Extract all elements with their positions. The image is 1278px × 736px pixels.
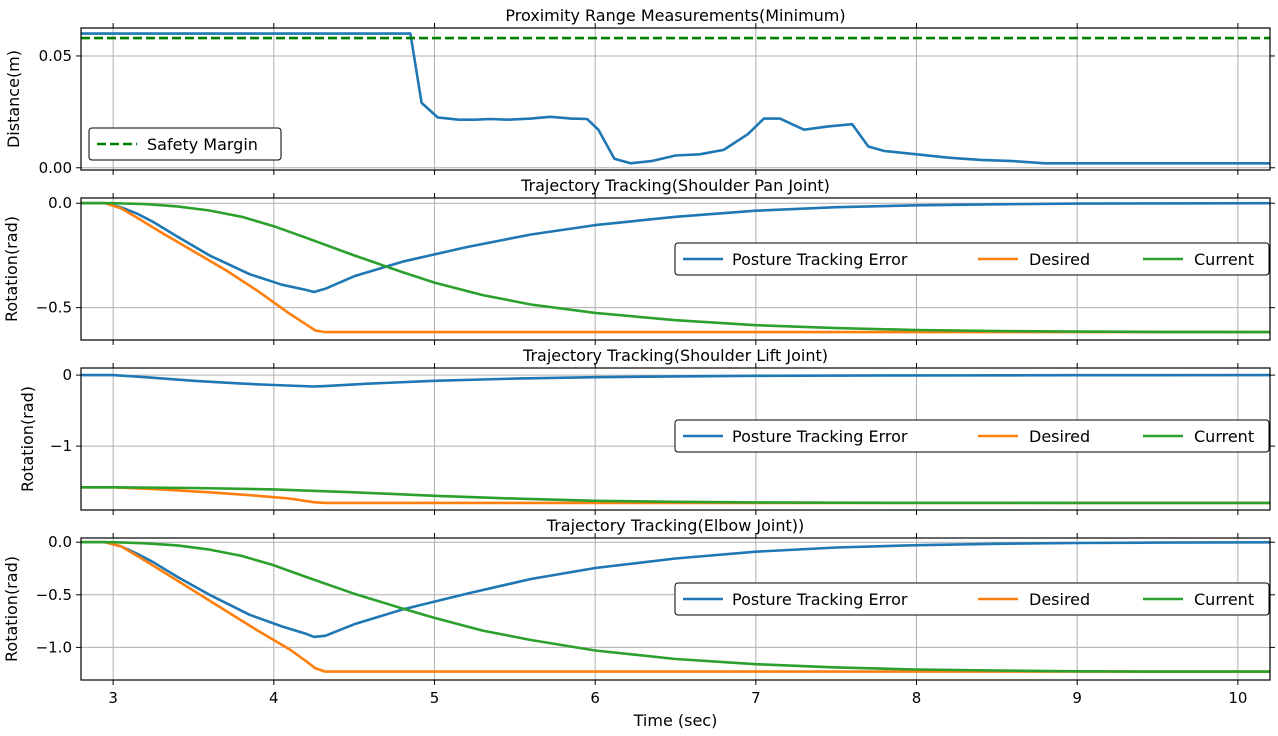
series-line-desired	[81, 201, 1270, 334]
y-tick-label: 0.0	[48, 533, 72, 551]
legend-frame	[674, 419, 1270, 453]
legend: Posture Tracking Error Desired Current	[674, 242, 1270, 276]
series-line-distance	[81, 32, 1270, 165]
series-line-posture-tracking-error	[81, 540, 1270, 639]
legend-label: Desired	[1029, 427, 1090, 446]
y-axis-label: Rotation(rad)	[18, 386, 37, 492]
series-group	[81, 373, 1270, 505]
plot-area: 3 4 5 6 7 8 9 10 0.0 −0.5 −1.0	[36, 533, 1275, 707]
x-tick-label: 6	[590, 689, 600, 707]
legend-frame	[674, 582, 1270, 616]
series-line-desired	[81, 540, 1270, 673]
legend-frame	[674, 242, 1270, 276]
legend-label: Safety Margin	[147, 135, 258, 154]
y-axis-label: Rotation(rad)	[2, 216, 21, 322]
legend-frame	[88, 127, 282, 161]
x-tick-label: 7	[751, 689, 761, 707]
panel-title: Trajectory Tracking(Shoulder Pan Joint)	[520, 176, 830, 195]
legend-label: Posture Tracking Error	[732, 590, 908, 609]
x-tick-label: 8	[912, 689, 922, 707]
legend: Posture Tracking Error Desired Current	[674, 582, 1270, 616]
legend-label: Posture Tracking Error	[732, 427, 908, 446]
series-group	[81, 201, 1270, 334]
series-line-posture-tracking-error	[81, 201, 1270, 294]
x-tick-label: 3	[108, 689, 118, 707]
legend: Posture Tracking Error Desired Current	[674, 419, 1270, 453]
x-tick-label: 5	[430, 689, 440, 707]
legend: Safety Margin	[88, 127, 282, 161]
y-tick-label: 0.05	[39, 47, 72, 65]
y-tick-label: −0.5	[36, 586, 72, 604]
axes-frame	[80, 537, 1271, 681]
axes-frame	[80, 197, 1271, 341]
plot-area: 0.0 −0.5	[36, 193, 1275, 345]
y-tick-label: −1.0	[36, 638, 72, 656]
panel-shoulder-lift: 0 −1 Trajectory Tracking(Shoulder Lift Jo…	[18, 346, 1275, 515]
y-tick-label: −0.5	[36, 299, 72, 317]
axes-frame	[80, 27, 1271, 171]
series-line-current	[81, 485, 1270, 505]
x-tick-label: 4	[269, 689, 279, 707]
y-tick-label: −1	[50, 437, 72, 455]
series-line-current	[81, 540, 1270, 673]
x-tick-label: 10	[1228, 689, 1247, 707]
y-tick-label: 0.0	[48, 194, 72, 212]
y-tick-label: 0	[62, 366, 72, 384]
legend-label: Desired	[1029, 250, 1090, 269]
x-tick-label: 9	[1072, 689, 1082, 707]
series-line-posture-tracking-error	[81, 373, 1270, 388]
series-group	[81, 540, 1270, 673]
y-axis-label: Rotation(rad)	[2, 556, 21, 662]
legend-label: Current	[1194, 427, 1254, 446]
legend-label: Posture Tracking Error	[732, 250, 908, 269]
plot-area: 0.00 0.05	[39, 23, 1275, 177]
legend-label: Current	[1194, 250, 1254, 269]
axes-frame	[80, 367, 1271, 511]
panel-elbow: 3 4 5 6 7 8 9 10 0.0 −0.5 −1.0 Trajectory Tracking…	[2, 516, 1275, 730]
y-axis-label: Distance(m)	[4, 50, 23, 148]
x-axis-label: Time (sec)	[633, 711, 718, 730]
panel-title: Proximity Range Measurements(Minimum)	[505, 6, 845, 25]
panel-shoulder-pan: 0.0 −0.5 Trajectory Tracking(Shoulder Pan…	[2, 176, 1275, 345]
series-group	[81, 32, 1270, 165]
panel-title: Trajectory Tracking(Shoulder Lift Joint)	[522, 346, 828, 365]
panel-title: Trajectory Tracking(Elbow Joint))	[546, 516, 804, 535]
y-tick-label: 0.00	[39, 159, 72, 177]
series-line-current	[81, 201, 1270, 334]
legend-label: Current	[1194, 590, 1254, 609]
legend-label: Desired	[1029, 590, 1090, 609]
panel-proximity-range: 0.00 0.05 Proximity Range Measurements(Mi…	[4, 6, 1275, 177]
